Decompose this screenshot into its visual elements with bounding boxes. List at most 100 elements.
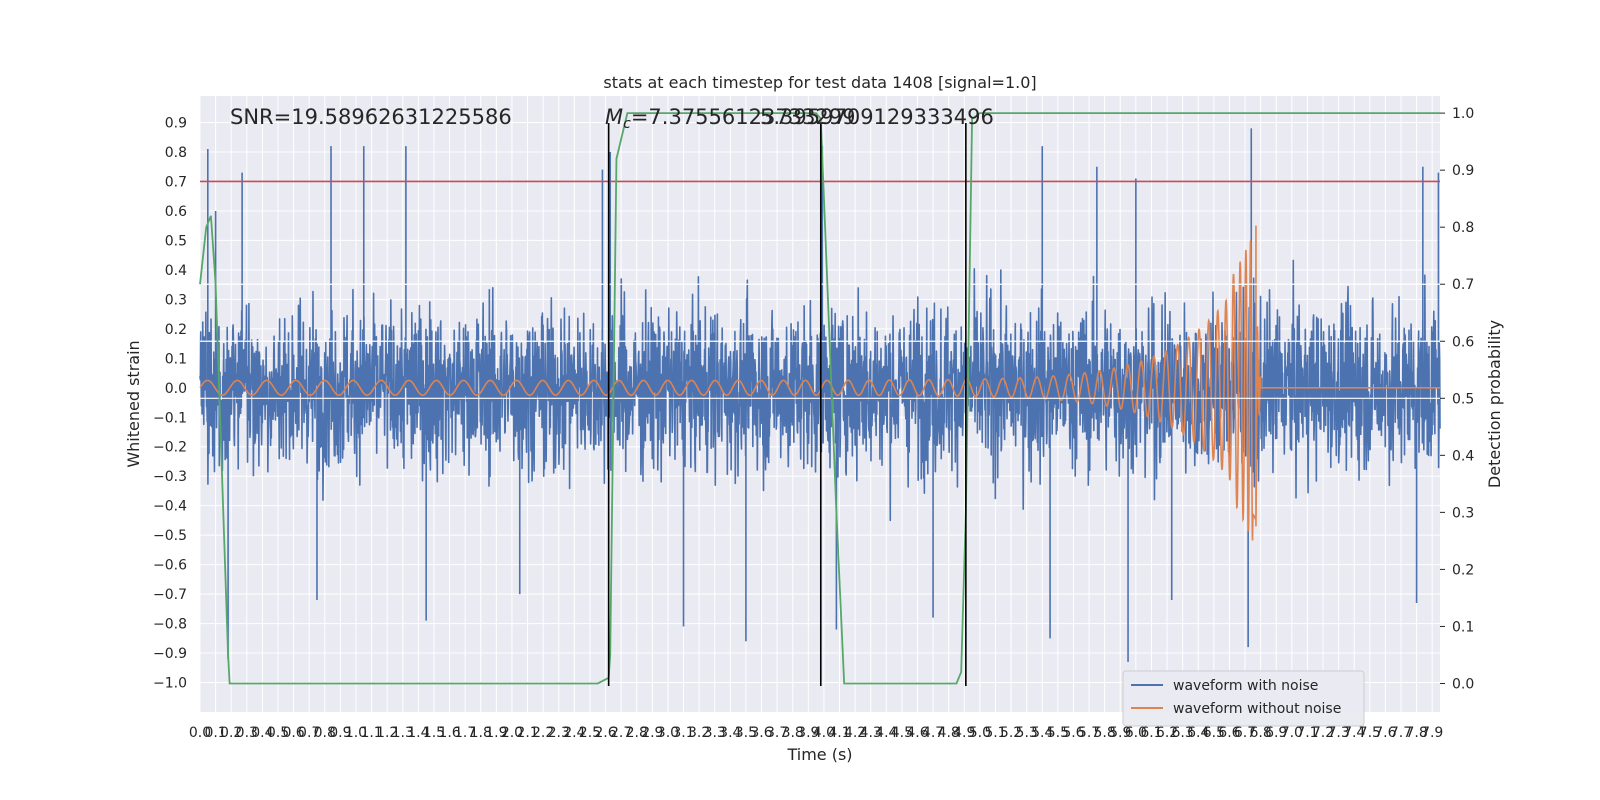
- x-tick-label: 5.0: [969, 725, 991, 741]
- y-right-axis-label: Detection probability: [1485, 320, 1504, 488]
- x-tick-label: 7.3: [1327, 725, 1349, 741]
- y-tick-label: 0.8: [165, 145, 187, 161]
- line-detection-probability: [199, 112, 1440, 685]
- y-tick-label: −0.3: [153, 469, 187, 485]
- x-tick-label: 5.9: [1109, 725, 1131, 741]
- x-tick-label: 0.0: [189, 725, 211, 741]
- legend-box: [1122, 670, 1365, 727]
- x-tick-label: 1.9: [485, 725, 507, 741]
- x-tick-label: 5.6: [1062, 725, 1084, 741]
- x-tick-label: 1.4: [407, 725, 429, 741]
- x-tick-label: 4.3: [860, 725, 882, 741]
- y-right-tick-label: 0.4: [1452, 448, 1474, 464]
- x-tick-label: 4.8: [938, 725, 960, 741]
- legend-label-clean: waveform without noise: [1173, 701, 1341, 717]
- chirp-mass-value: =7.37556123733299: [631, 105, 856, 129]
- x-tick-label: 3.4: [719, 725, 741, 741]
- x-tick-label: 6.2: [1156, 725, 1178, 741]
- x-tick-label: 3.2: [688, 725, 710, 741]
- x-tick-label: 2.3: [548, 725, 570, 741]
- x-tick-label: 4.9: [953, 725, 975, 741]
- x-tick-label: 7.7: [1390, 725, 1412, 741]
- y-tick-label: 0.9: [165, 116, 187, 132]
- x-tick-label: 0.1: [204, 725, 226, 741]
- x-tick-label: 2.1: [516, 725, 538, 741]
- y-tick-label: 0.3: [165, 292, 187, 308]
- y-right-tick-label: 0.3: [1452, 505, 1474, 521]
- x-tick-label: 7.4: [1343, 725, 1365, 741]
- x-tick-label: 3.7: [766, 725, 788, 741]
- y-tick-label: 0.4: [165, 263, 187, 279]
- x-tick-label: 6.5: [1203, 725, 1225, 741]
- y-tick-label: 0.0: [165, 381, 187, 397]
- x-tick-label: 6.7: [1234, 725, 1256, 741]
- y-tick-label: −0.9: [153, 646, 187, 662]
- y-right-tick-label: 0.7: [1452, 277, 1474, 293]
- x-tick-label: 7.0: [1281, 725, 1303, 741]
- x-tick-label: 3.3: [704, 725, 726, 741]
- x-tick-label: 7.1: [1296, 725, 1318, 741]
- y-right-tick-label: 0.8: [1452, 220, 1474, 236]
- x-tick-label: 0.7: [298, 725, 320, 741]
- x-tick-label: 4.2: [844, 725, 866, 741]
- x-tick-label: 7.2: [1312, 725, 1334, 741]
- x-tick-label: 5.7: [1078, 725, 1100, 741]
- series-detection-probability: [199, 112, 1440, 685]
- y-tick-label: 0.2: [165, 322, 187, 338]
- y-tick-label: −0.6: [153, 558, 187, 574]
- x-tick-label: 6.3: [1172, 725, 1194, 741]
- y-axis-label: Whitened strain: [124, 340, 143, 467]
- x-tick-label: 6.0: [1125, 725, 1147, 741]
- x-tick-label: 5.2: [1000, 725, 1022, 741]
- x-axis-label: Time (s): [786, 745, 852, 764]
- x-tick-label: 6.9: [1265, 725, 1287, 741]
- snr-annotation: SNR=19.58962631225586: [230, 105, 512, 129]
- x-tick-label: 3.6: [750, 725, 772, 741]
- x-tick-label: 2.6: [594, 725, 616, 741]
- y-tick-label: −0.7: [153, 587, 187, 603]
- vertical-markers: [607, 123, 967, 686]
- x-tick-label: 3.5: [735, 725, 757, 741]
- x-tick-label: 2.4: [563, 725, 585, 741]
- x-tick-label: 0.2: [220, 725, 242, 741]
- x-tick-label: 4.5: [891, 725, 913, 741]
- x-tick-label: 5.4: [1031, 725, 1053, 741]
- x-tick-label: 0.8: [314, 725, 336, 741]
- x-tick-label: 4.4: [875, 725, 897, 741]
- x-tick-label: 2.5: [579, 725, 601, 741]
- x-tick-label: 6.1: [1140, 725, 1162, 741]
- x-tick-label: 1.5: [423, 725, 445, 741]
- chirp-mass-annotation: Mc=7.37556123733299: [605, 105, 856, 132]
- x-tick-label: 1.2: [376, 725, 398, 741]
- chirp-mass-subscript: c: [623, 116, 631, 132]
- x-tick-label: 0.4: [251, 725, 273, 741]
- x-tick-label: 5.5: [1047, 725, 1069, 741]
- y-tick-label: −0.2: [153, 440, 187, 456]
- x-tick-label: 5.8: [1094, 725, 1116, 741]
- y-tick-label: −0.5: [153, 528, 187, 544]
- x-tick-label: 5.3: [1016, 725, 1038, 741]
- x-tick-label: 4.7: [922, 725, 944, 741]
- x-tick-label: 7.5: [1359, 725, 1381, 741]
- x-tick-label: 3.9: [797, 725, 819, 741]
- y-tick-label: 0.1: [165, 351, 187, 367]
- x-tick-label: 3.1: [672, 725, 694, 741]
- x-tick-label: 5.1: [984, 725, 1006, 741]
- x-tick-label: 2.7: [610, 725, 632, 741]
- x-tick-label: 4.6: [906, 725, 928, 741]
- x-tick-label: 1.0: [345, 725, 367, 741]
- x-tick-label: 4.1: [828, 725, 850, 741]
- x-tick-label: 1.3: [392, 725, 414, 741]
- y-right-tick-label: 0.9: [1452, 163, 1474, 179]
- x-tick-label: 2.0: [501, 725, 523, 741]
- x-tick-label: 7.6: [1374, 725, 1396, 741]
- x-tick-label: 7.8: [1405, 725, 1427, 741]
- x-tick-label: 0.6: [282, 725, 304, 741]
- x-tick-label: 0.3: [236, 725, 258, 741]
- y-tick-label: 0.5: [165, 233, 187, 249]
- y-right-tick-label: 1.0: [1452, 106, 1474, 122]
- y-right-tick-label: 0.2: [1452, 562, 1474, 578]
- legend-label-noise: waveform with noise: [1173, 678, 1318, 694]
- y-tick-label: 0.7: [165, 174, 187, 190]
